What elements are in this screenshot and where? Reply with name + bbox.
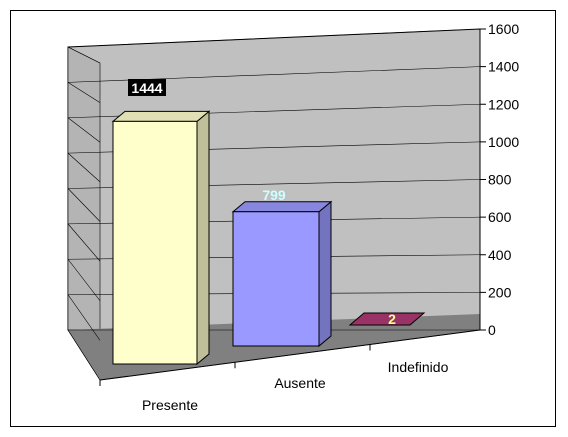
y-tick-label: 400 — [488, 247, 512, 263]
x-tick-label: Indefinido — [388, 359, 449, 375]
bar-top — [348, 312, 426, 326]
y-tick-label: 1400 — [488, 59, 519, 75]
bar-front — [232, 211, 320, 347]
bar-side — [196, 110, 210, 366]
bars — [111, 110, 426, 366]
x-axis-line — [99, 329, 481, 381]
bar-side — [318, 200, 332, 348]
data-label-background — [128, 79, 166, 96]
data-label: 1444 — [128, 79, 166, 96]
y-tick-label: 800 — [488, 172, 512, 188]
y-axis: 0 200 400 600 800 1000 1200 1400 1600 — [479, 21, 519, 338]
bar-top — [111, 110, 211, 122]
side-gridline — [67, 46, 101, 64]
data-label: 799 — [262, 187, 286, 203]
data-label-text: 2 — [388, 311, 396, 327]
data-label-text: 1444 — [131, 80, 162, 96]
side-gridline — [67, 294, 101, 341]
x-tick-label: Ausente — [274, 375, 326, 391]
side-gridline — [67, 152, 101, 183]
gridline — [67, 28, 481, 48]
chart-frame: 0 200 400 600 800 1000 1200 1400 1600 Presente Au… — [10, 10, 556, 427]
y-tick-label: 1000 — [488, 134, 519, 150]
bar-front — [112, 120, 198, 365]
side-gridline — [67, 82, 101, 103]
y-tick-label: 0 — [488, 322, 496, 338]
y-tick-label: 1200 — [488, 96, 519, 112]
y-tick-label: 200 — [488, 284, 512, 300]
x-tick-label: Presente — [142, 397, 198, 413]
data-label: 2 — [388, 311, 396, 327]
bar-presente — [111, 110, 211, 366]
y-tick-label: 1600 — [488, 21, 519, 37]
x-axis: Presente Ausente Indefinido — [99, 329, 481, 413]
side-gridline — [67, 223, 101, 262]
bar-top — [231, 201, 333, 213]
data-labels: 1444 799 2 — [128, 79, 396, 327]
bar-indefinido — [348, 312, 426, 326]
bar-ausente — [231, 200, 333, 348]
side-gridline — [67, 117, 101, 143]
side-gridline — [67, 329, 101, 381]
side-gridline — [67, 188, 101, 222]
side-gridline — [67, 259, 101, 301]
y-tick-label: 600 — [488, 209, 512, 225]
data-label-text: 799 — [262, 187, 286, 203]
